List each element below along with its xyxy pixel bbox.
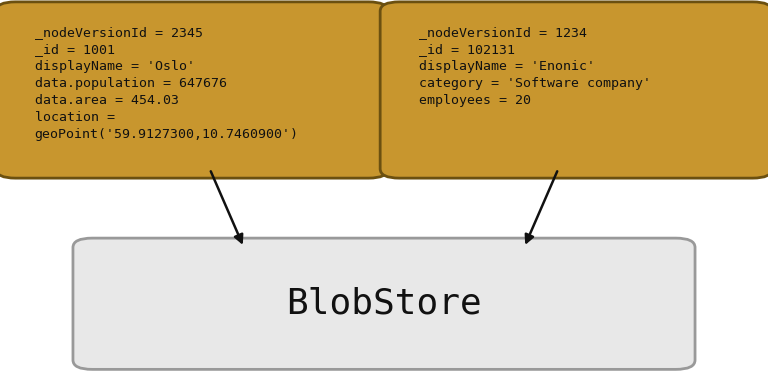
Text: _nodeVersionId = 2345
_id = 1001
displayName = 'Oslo'
data.population = 647676
d: _nodeVersionId = 2345 _id = 1001 display… (35, 26, 299, 141)
Text: _nodeVersionId = 1234
_id = 102131
displayName = 'Enonic'
category = 'Software c: _nodeVersionId = 1234 _id = 102131 displ… (419, 26, 650, 107)
FancyBboxPatch shape (380, 2, 768, 178)
Text: BlobStore: BlobStore (286, 287, 482, 321)
FancyBboxPatch shape (73, 238, 695, 369)
FancyBboxPatch shape (0, 2, 388, 178)
